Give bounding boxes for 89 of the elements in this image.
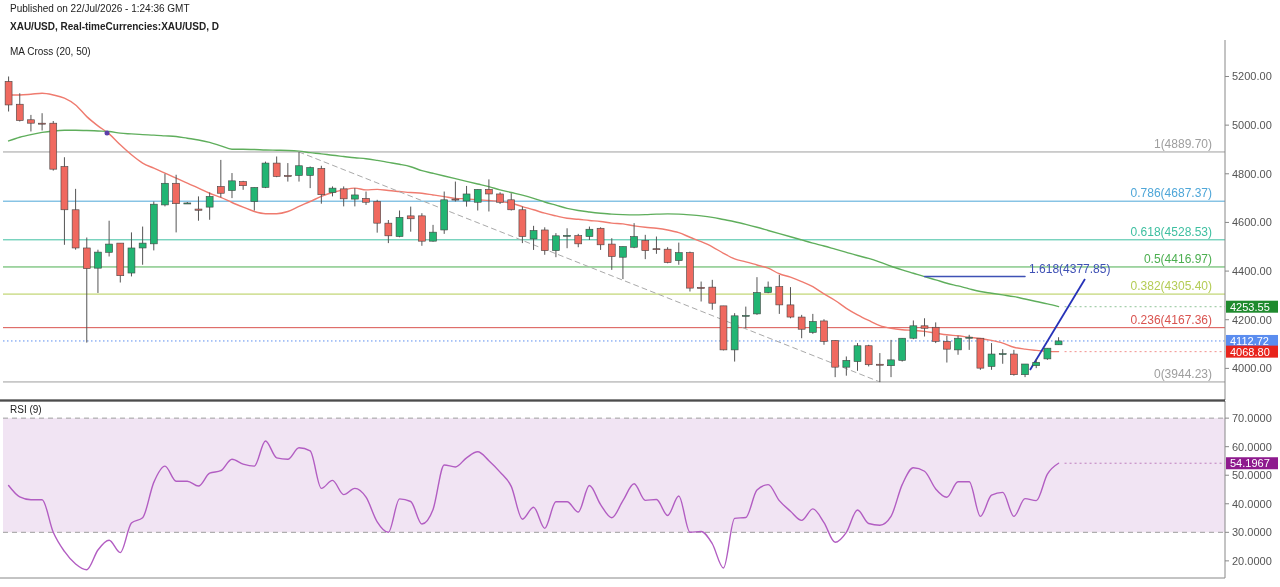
candlestick <box>708 279 717 311</box>
candlestick <box>339 185 348 207</box>
candlestick <box>15 92 24 122</box>
y-tick-label: 4800.00 <box>1232 167 1272 180</box>
candlestick <box>596 226 605 251</box>
y-tick-label: 30.0000 <box>1232 526 1272 539</box>
y-tick-label: 5000.00 <box>1232 119 1272 132</box>
y-tick-label: 20.0000 <box>1232 554 1272 567</box>
y-tick-label: 50.0000 <box>1232 469 1272 482</box>
y-tick-label: 4200.00 <box>1232 313 1272 326</box>
candlestick <box>876 352 884 383</box>
candlestick <box>775 274 784 315</box>
candlestick <box>384 219 393 244</box>
candlestick <box>920 317 929 338</box>
candlestick <box>284 162 292 183</box>
candlestick <box>4 75 13 113</box>
candlestick <box>563 227 571 249</box>
ref-line-label: 4112.72 <box>1230 334 1269 347</box>
candlestick <box>105 220 113 257</box>
candlestick <box>306 165 314 189</box>
candlestick <box>987 342 996 371</box>
candlestick <box>641 234 650 260</box>
candlestick <box>898 337 906 363</box>
candlestick <box>217 159 225 198</box>
y-tick-label: 70.0000 <box>1232 412 1272 425</box>
candlestick <box>842 355 851 377</box>
candlestick <box>1010 349 1018 377</box>
y-tick-label: 5200.00 <box>1232 70 1272 83</box>
candlestick <box>172 174 180 233</box>
candlestick <box>351 187 359 207</box>
ref-line-label: 0.5(4416.97) <box>1143 251 1212 266</box>
y-tick-label: 4400.00 <box>1232 265 1272 278</box>
ref-line-label: 54.1967 <box>1230 457 1270 470</box>
candlestick <box>529 225 538 251</box>
candlestick <box>138 226 147 266</box>
candlestick <box>820 318 828 346</box>
ref-line-label: 1(4889.70) <box>1153 136 1212 151</box>
candlestick <box>675 242 683 266</box>
candlestick <box>295 151 303 183</box>
series-label: 1.618(4377.85) <box>1029 262 1111 277</box>
ref-line-label: 0(3944.23) <box>1153 366 1212 381</box>
ref-line-label: 0.382(4305.40) <box>1130 279 1212 294</box>
candlestick <box>943 335 951 364</box>
candlestick <box>887 339 895 378</box>
y-tick-label: 4000.00 <box>1232 362 1272 375</box>
candlestick <box>38 112 46 131</box>
candlestick <box>228 172 236 199</box>
text: Published on 22/Jul/2026 - 1:24:36 GMT <box>10 3 190 14</box>
candlestick <box>462 185 471 208</box>
y-tick-label: 60.0000 <box>1232 440 1272 453</box>
candlestick <box>742 306 750 329</box>
candlestick <box>194 195 203 222</box>
candlestick <box>83 237 91 344</box>
candlestick <box>753 276 761 316</box>
candlestick <box>362 191 370 206</box>
candlestick <box>853 342 862 372</box>
candlestick <box>552 232 560 258</box>
candlestick <box>540 226 549 256</box>
candlestick <box>161 173 169 207</box>
chart-title: XAU/USD, Real-timeCurrencies:XAU/USD, D <box>10 21 219 32</box>
candlestick <box>373 199 381 234</box>
candlestick <box>451 181 460 203</box>
ref-line-label: 4253.55 <box>1230 300 1270 313</box>
candlestick <box>931 321 940 344</box>
candlestick <box>608 237 616 271</box>
text: MA Cross (20, 50) <box>10 46 91 57</box>
candlestick <box>630 222 638 249</box>
candlestick <box>485 178 493 212</box>
candlestick <box>697 281 705 302</box>
candlestick <box>395 210 404 238</box>
line-series <box>7 440 1060 571</box>
candlestick <box>205 192 214 221</box>
candlestick <box>250 186 259 212</box>
chart-title: RSI (9) <box>10 404 42 415</box>
ref-line-label: 0.236(4167.36) <box>1130 312 1212 327</box>
candlestick <box>406 206 415 233</box>
candlestick <box>809 313 817 335</box>
candlestick <box>27 114 35 132</box>
y-tick-label: 40.0000 <box>1232 497 1272 510</box>
candlestick <box>786 286 795 319</box>
candlestick <box>619 246 627 280</box>
candlestick <box>94 249 102 294</box>
candlestick <box>797 314 806 339</box>
y-tick-label: 4600.00 <box>1232 216 1272 229</box>
ref-line-label: 4068.80 <box>1230 345 1270 358</box>
ref-line-label: 0.618(4528.53) <box>1130 224 1212 239</box>
candlestick <box>473 188 482 212</box>
ref-line-label: 0.786(4687.37) <box>1130 186 1212 201</box>
candlestick <box>954 335 962 356</box>
